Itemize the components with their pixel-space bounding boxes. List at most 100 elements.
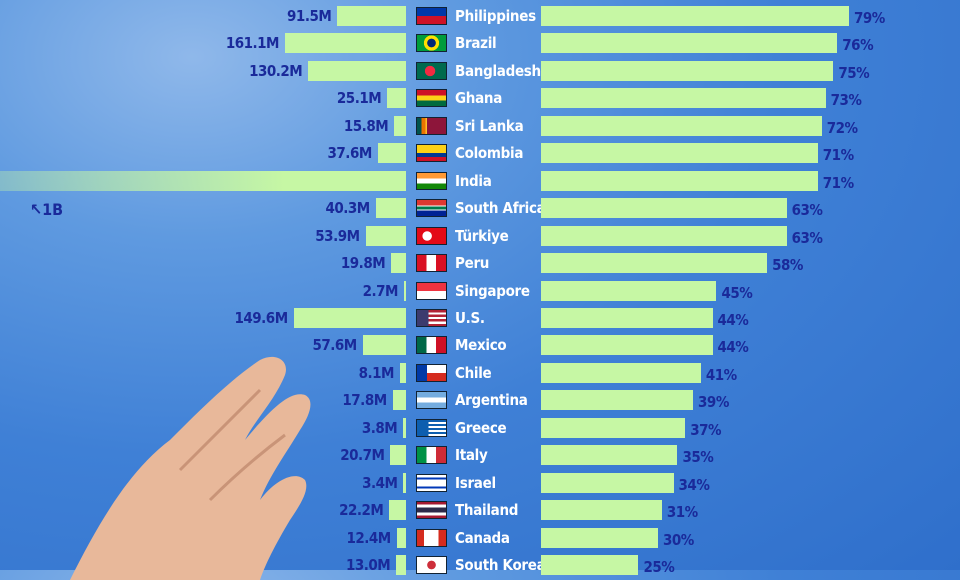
left-bar [365,225,406,246]
right-value-label: 37% [690,420,722,439]
south-africa-flag-icon [416,199,447,218]
greece-flag-icon [416,418,447,437]
chart-row: 40.3M South Africa 63% [0,197,960,219]
right-bar [541,170,818,191]
right-bar [541,143,818,164]
left-bar [403,472,406,493]
us-flag-icon [416,308,447,327]
left-bar [308,60,406,81]
chart-row: India 71% [0,170,960,192]
left-value-label: 19.8M [340,254,386,273]
country-label: Singapore [455,281,530,300]
canada-flag-icon [416,528,447,547]
right-bar [541,307,713,328]
chile-flag-icon [416,363,447,382]
left-bar [396,555,406,575]
argentina-flag-icon [416,391,447,410]
left-bar [394,115,406,136]
left-bar [389,500,406,521]
chart-row: 53.9M Türkiye 63% [0,225,960,247]
chart-row: 3.4M Israel 34% [0,472,960,494]
right-bar [541,417,686,438]
left-bar [392,390,406,411]
right-bar [541,33,838,54]
italy-flag-icon [416,446,447,465]
country-label: Philippines [455,7,536,25]
left-value-label: 22.2M [339,501,384,520]
mexico-flag-icon [416,336,447,355]
country-label: Sri Lanka [455,116,524,135]
right-bar [541,362,701,383]
left-value-label: 57.6M [312,336,358,355]
left-value-label: 3.4M [362,473,398,492]
country-label: Peru [455,254,490,273]
right-bar [541,225,787,246]
israel-flag-icon [416,473,447,492]
right-value-label: 71% [822,146,854,165]
philippines-flag-icon [416,7,447,25]
left-bar [377,143,406,164]
right-value-label: 79% [854,9,885,27]
right-value-label: 25% [643,558,675,576]
country-label: India [455,171,492,190]
right-bar [541,88,826,109]
country-label: Mexico [455,336,507,355]
chart-row: 12.4M Canada 30% [0,527,960,549]
country-label: South Africa [455,199,546,218]
right-value-label: 72% [826,118,858,137]
peru-flag-icon [416,254,447,273]
left-bar [399,362,406,383]
right-bar [541,445,678,466]
country-label: Greece [455,418,507,437]
colombia-flag-icon [416,144,447,163]
left-bar [387,88,406,109]
chart-row: 130.2M Bangladesh 75% [0,60,960,82]
chart-row: 8.1M Chile 41% [0,362,960,384]
right-bar [541,555,639,575]
country-label: Bangladesh [455,61,541,80]
right-value-label: 35% [682,448,714,467]
country-label: South Korea [455,556,546,574]
left-value-label: 13.0M [346,556,391,574]
thailand-flag-icon [416,501,447,520]
turkiye-flag-icon [416,226,447,245]
left-value-label: 20.7M [340,446,385,465]
country-label: Thailand [455,501,519,520]
brazil-flag-icon [416,34,447,53]
right-bar [541,390,694,411]
chart-row: 20.7M Italy 35% [0,444,960,466]
country-label: U.S. [455,308,485,327]
left-bar [375,198,406,219]
right-bar [541,253,768,274]
right-bar [541,198,787,219]
left-bar [403,280,406,301]
left-value-label: 161.1M [225,34,280,53]
country-label: Canada [455,528,510,547]
right-value-label: 30% [662,530,694,549]
india-flag-icon [416,171,447,190]
chart-row: 25.1M Ghana 73% [0,87,960,109]
chart-row: 22.2M Thailand 31% [0,499,960,521]
left-value-label: 17.8M [342,391,387,410]
left-bar [403,417,406,438]
chart-row: 19.8M Peru 58% [0,252,960,274]
right-bar [541,527,658,548]
left-value-label: 3.8M [361,418,398,437]
right-value-label: 45% [721,283,753,302]
annotation-arrow-icon: ↖ [30,200,43,219]
chart-row: 57.6M Mexico 44% [0,334,960,356]
singapore-flag-icon [416,281,447,300]
left-bar [391,253,406,274]
chart-row: 3.8M Greece 37% [0,417,960,439]
left-bar [293,307,406,328]
ghana-flag-icon [416,89,447,108]
right-bar [541,472,674,493]
right-value-label: 63% [791,228,823,247]
right-value-label: 44% [717,338,749,357]
right-value-label: 31% [666,503,698,522]
left-value-label: 15.8M [343,116,389,135]
country-label: Brazil [455,34,497,53]
right-value-label: 44% [717,310,749,329]
left-value-label: 25.1M [336,89,382,108]
country-label: Israel [455,473,496,492]
